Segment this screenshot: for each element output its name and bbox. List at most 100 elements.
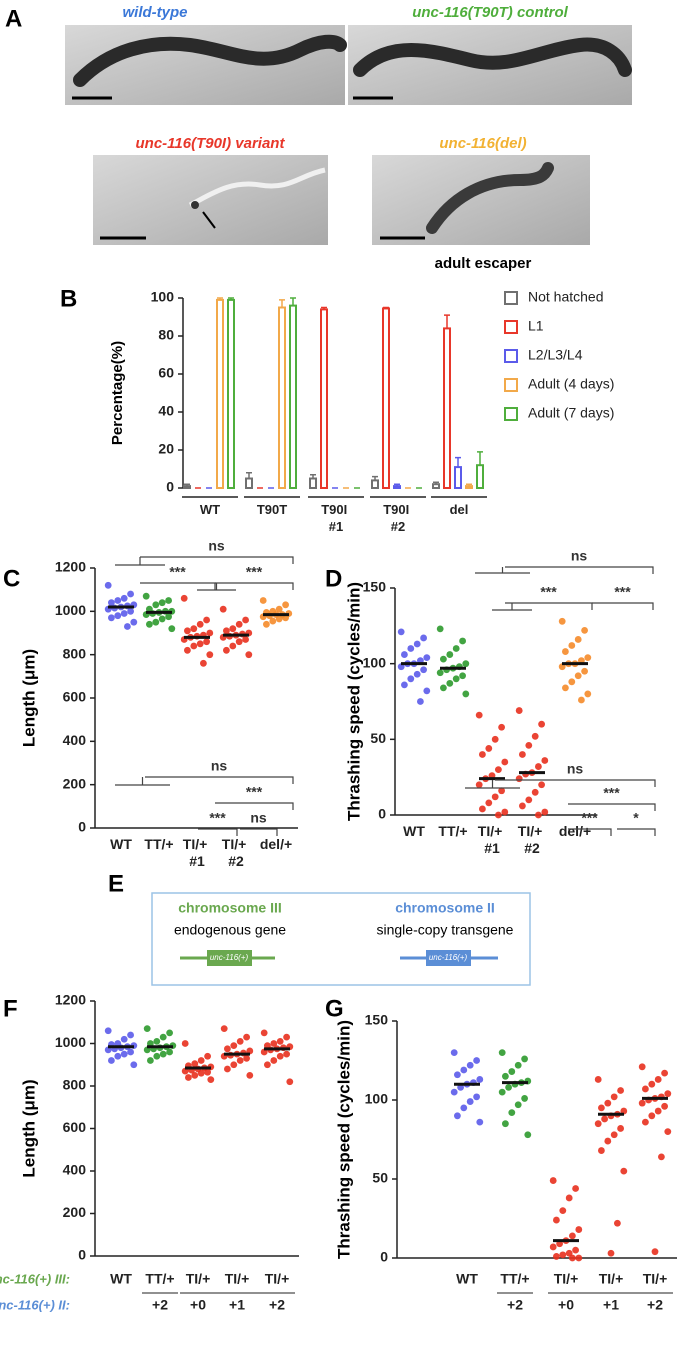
point [538, 720, 545, 728]
point [521, 1095, 528, 1102]
legend-label: L1 [528, 318, 544, 334]
y-tick-label: 0 [166, 479, 174, 495]
point [572, 1246, 579, 1254]
error-bar [444, 314, 450, 329]
bracket [215, 582, 294, 590]
point [283, 1033, 290, 1041]
bracket [592, 602, 654, 610]
point [108, 1057, 115, 1064]
point [502, 1120, 509, 1128]
point [638, 1099, 646, 1107]
x-tick-label: WT [200, 502, 220, 517]
legend-label: Adult (4 days) [528, 376, 614, 392]
point [152, 618, 160, 626]
note: adult escaper [435, 255, 532, 272]
annotation: ns [211, 758, 228, 774]
x-tick-label: TT/+ [438, 823, 467, 839]
point [197, 1057, 205, 1064]
point [610, 1093, 618, 1101]
point [127, 1048, 134, 1056]
bar [393, 485, 401, 490]
point [498, 787, 505, 795]
y-tick-label: 1200 [55, 992, 86, 1008]
point [440, 655, 447, 663]
panel-label: C [3, 565, 20, 592]
point [460, 1066, 468, 1074]
point [460, 1104, 468, 1112]
point [236, 1057, 244, 1064]
photo [372, 155, 590, 245]
photos [65, 25, 632, 245]
point [275, 605, 283, 613]
point [578, 696, 585, 704]
point [651, 1248, 659, 1256]
point [197, 1069, 205, 1077]
point [584, 690, 592, 698]
y-tick-label: 0 [78, 819, 86, 835]
point [525, 741, 533, 749]
point [466, 1061, 474, 1069]
y-tick-label: 800 [63, 645, 87, 661]
point [200, 659, 207, 667]
point [127, 607, 134, 615]
x-tick-label: TI/+ [186, 1271, 211, 1287]
x-tick-label: +2 [269, 1297, 285, 1313]
y-tick-label: 60 [158, 365, 174, 381]
point [243, 1054, 251, 1062]
caption: wild-type [122, 4, 187, 21]
point [264, 1061, 271, 1069]
point [120, 1035, 128, 1043]
point [242, 616, 250, 624]
point [446, 651, 454, 658]
track [188, 167, 326, 208]
point [204, 1052, 212, 1060]
y-tick-label: 600 [63, 1119, 87, 1135]
bracket [475, 567, 530, 574]
point [491, 735, 499, 743]
point [479, 751, 486, 758]
error-bar [184, 483, 190, 487]
point [559, 1207, 567, 1214]
point [459, 672, 466, 680]
point [413, 640, 421, 648]
x-tick-label: TT/+ [144, 836, 173, 852]
point [581, 626, 588, 634]
x-tick-label: +2 [647, 1297, 663, 1313]
point [495, 766, 502, 773]
point [562, 684, 569, 692]
point [601, 1115, 608, 1123]
point [524, 1131, 532, 1139]
point [452, 645, 460, 652]
point [108, 599, 115, 607]
point [206, 629, 214, 637]
point [219, 605, 227, 613]
point [525, 796, 533, 804]
caption: unc-116(T90T) control [412, 4, 568, 21]
x-tick-label: TI/+ #2 [222, 836, 250, 869]
bar [382, 307, 390, 490]
bar [289, 304, 297, 489]
gene-box [207, 950, 252, 966]
point [495, 811, 502, 819]
point [270, 1040, 278, 1047]
x-tick-label: TT/+ [500, 1271, 529, 1287]
point [282, 601, 289, 609]
point [491, 793, 499, 801]
x-tick-label: +1 [603, 1297, 619, 1313]
y-tick-label: 400 [63, 732, 87, 748]
point [158, 599, 166, 607]
panel-label: G [325, 995, 344, 1022]
point [153, 1052, 161, 1060]
bar [245, 477, 253, 489]
point [401, 651, 408, 658]
point [535, 811, 542, 819]
point [531, 732, 539, 740]
point [235, 620, 243, 628]
point [501, 808, 509, 816]
point [559, 1251, 567, 1259]
point [572, 1185, 579, 1192]
point [498, 723, 505, 731]
point [452, 675, 460, 683]
error-bar [477, 451, 483, 466]
x-tick-label: TI/+ [554, 1271, 579, 1287]
